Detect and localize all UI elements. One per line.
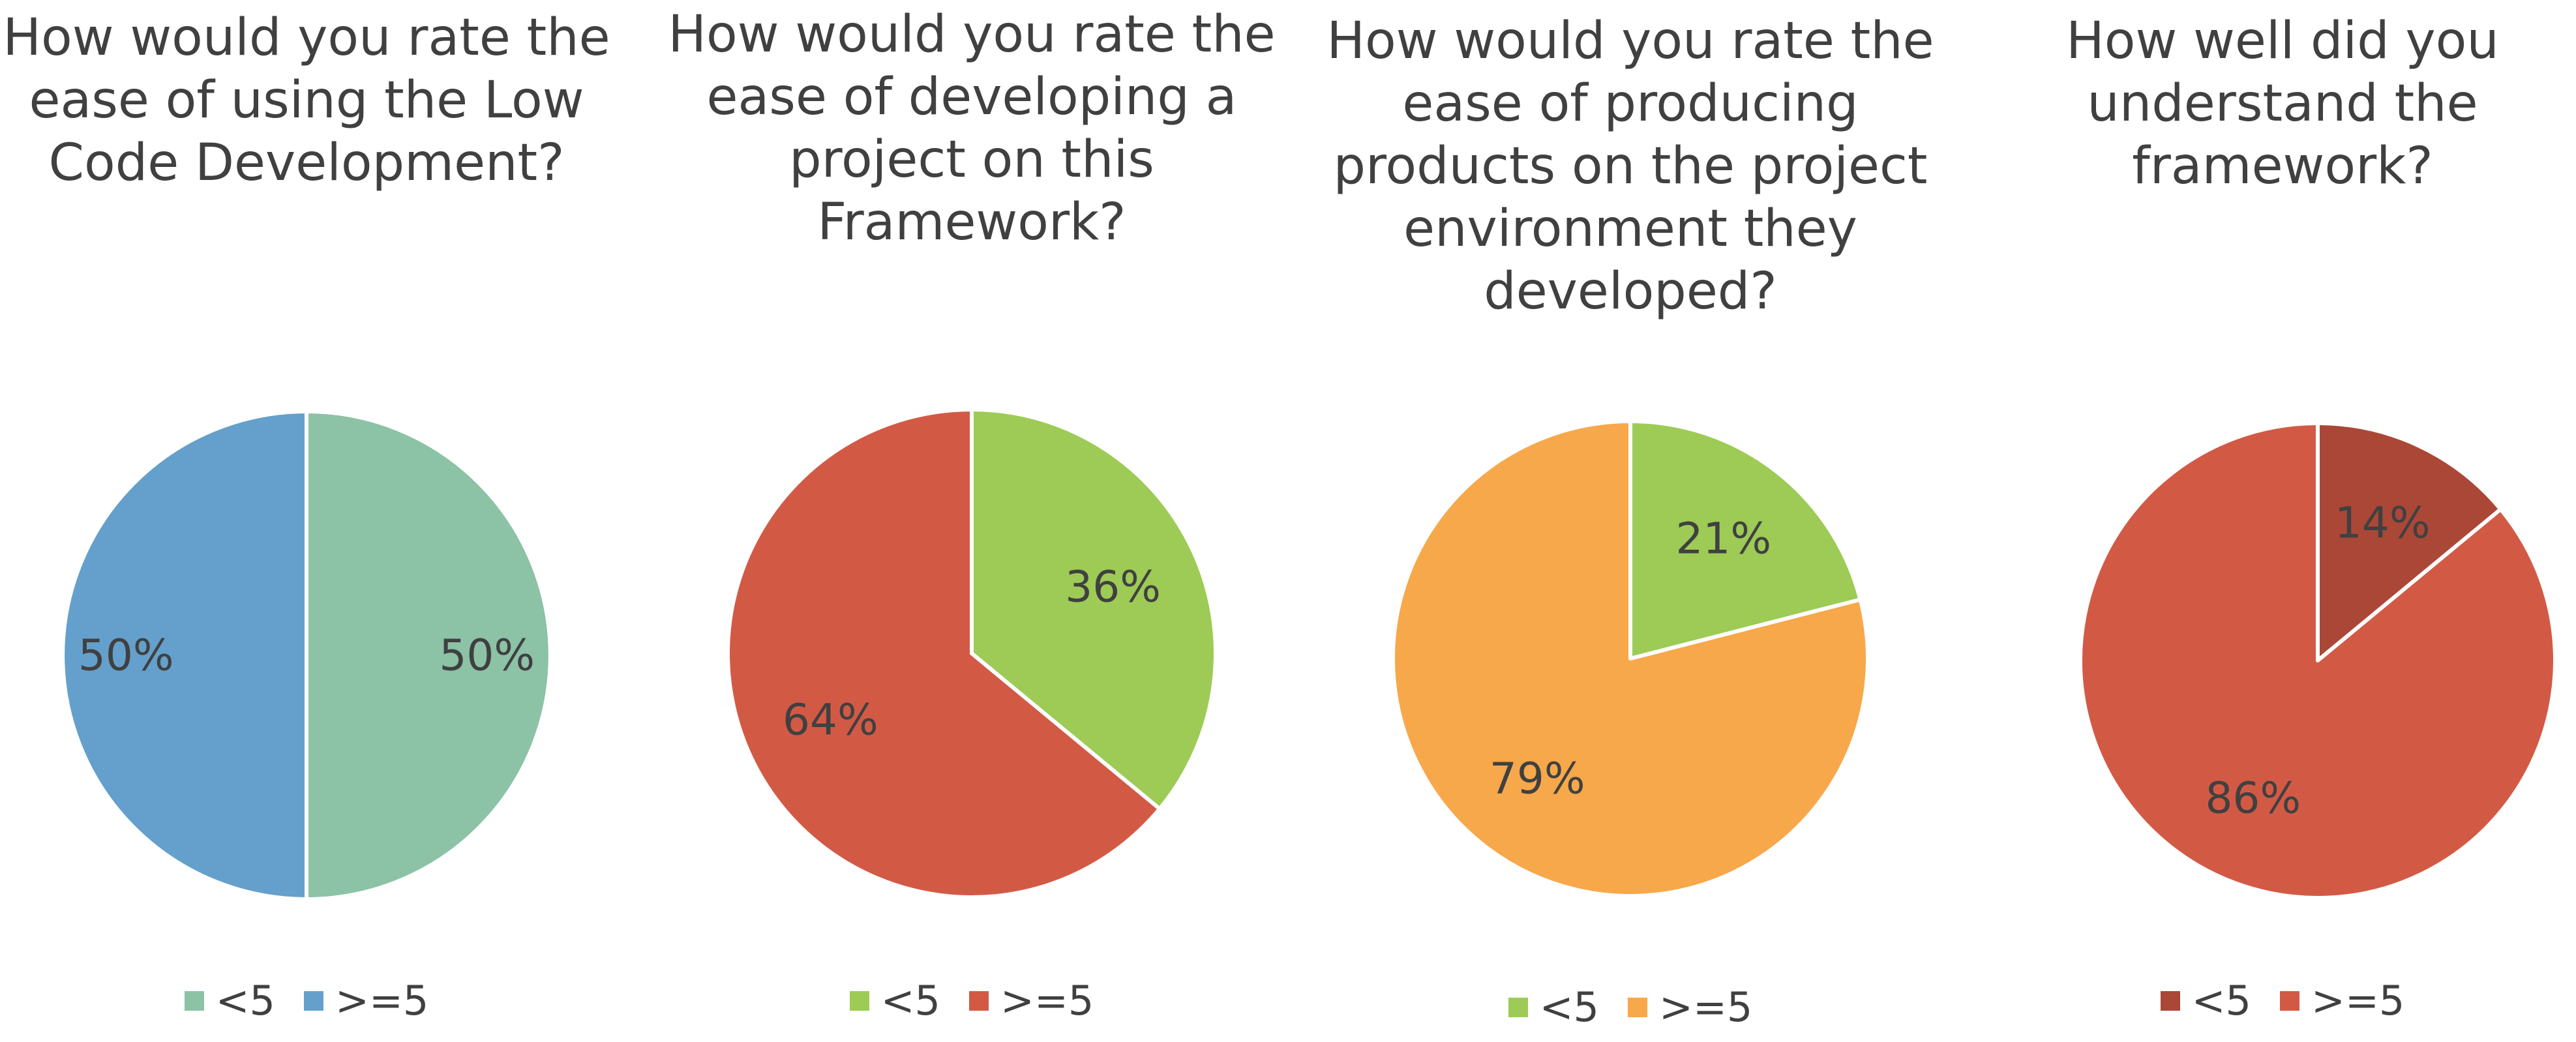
- chart-title-line: Framework?: [817, 193, 1126, 252]
- chart-title-line: products on the project: [1333, 137, 1928, 196]
- data-label: 64%: [783, 694, 878, 745]
- chart-title: How would you rate the ease of using the…: [0, 7, 613, 194]
- legend-entry: >=5: [1628, 985, 1752, 1030]
- data-label: 14%: [2335, 498, 2431, 548]
- chart-title-line: ease of developing a: [706, 68, 1237, 127]
- pie-slice-lt5: [1628, 419, 1863, 661]
- legend-swatch: [1508, 998, 1528, 1017]
- chart-title-line: How would you rate the: [1326, 12, 1934, 70]
- chart-title-line: framework?: [2132, 137, 2433, 196]
- pie-chart: 36% 64%: [726, 408, 1218, 899]
- legend-entry: >=5: [304, 978, 428, 1024]
- legend-entry: <5: [1508, 985, 1599, 1030]
- chart-title-line: Code Development?: [48, 134, 565, 192]
- chart-legend: <5 >=5: [1317, 985, 1943, 1030]
- data-label: 21%: [1675, 513, 1771, 563]
- data-label: 36%: [1065, 562, 1161, 612]
- legend-swatch: [969, 991, 989, 1011]
- legend-swatch: [2280, 991, 2300, 1011]
- legend-entry: >=5: [2280, 978, 2404, 1024]
- pie-chart: 21% 79%: [1390, 419, 1870, 898]
- pie-slice-gte5: [726, 408, 1162, 899]
- chart-title-line: How well did you: [2066, 12, 2499, 70]
- chart-title-line: developed?: [1484, 262, 1777, 321]
- data-label: 79%: [1490, 754, 1585, 804]
- pie-slice-gte5: [2078, 421, 2557, 900]
- legend-swatch: [849, 991, 869, 1011]
- legend-entry: <5: [849, 977, 941, 1024]
- legend-label: <5: [2191, 977, 2252, 1024]
- pie-chart: 50% 50%: [61, 409, 552, 901]
- chart-panel-3: How would you rate the ease of producing…: [1317, 0, 1943, 1042]
- chart-title-line: ease of producing: [1402, 74, 1859, 133]
- chart-title: How well did you understand the framewor…: [1996, 10, 2569, 198]
- legend-label: <5: [1539, 983, 1600, 1031]
- legend-swatch: [184, 991, 204, 1011]
- legend-entry: <5: [184, 977, 276, 1024]
- chart-title-line: understand the: [2087, 74, 2478, 133]
- legend-swatch: [2160, 991, 2180, 1011]
- pie-slice-lt5: [2316, 421, 2503, 662]
- legend-entry: <5: [2160, 977, 2252, 1024]
- chart-title: How would you rate the ease of producing…: [1317, 10, 1943, 323]
- legend-label: >=5: [1000, 977, 1094, 1024]
- chart-legend: <5 >=5: [659, 978, 1285, 1024]
- chart-title-line: How would you rate the: [668, 5, 1276, 64]
- data-label: 50%: [78, 631, 174, 681]
- legend-label: <5: [880, 977, 941, 1024]
- legend-label: <5: [215, 977, 276, 1024]
- legend-label: >=5: [1659, 983, 1753, 1031]
- chart-title-line: environment they: [1403, 200, 1857, 258]
- chart-panel-4: How well did you understand the framewor…: [1996, 0, 2569, 1042]
- pie-chart: 14% 86%: [2078, 421, 2557, 900]
- legend-entry: >=5: [969, 978, 1094, 1024]
- data-label: 50%: [439, 631, 535, 681]
- pie-slice-lt5: [305, 409, 552, 901]
- pie-slice-lt5: [970, 408, 1218, 811]
- pie-slice-gte5: [61, 409, 308, 901]
- chart-title-line: How would you rate the: [3, 8, 610, 67]
- chart-title-line: ease of using the Low: [29, 71, 584, 130]
- pie-slice-gte5: [1390, 419, 1870, 898]
- legend-swatch: [1628, 998, 1648, 1017]
- chart-panel-2: How would you rate the ease of developin…: [659, 0, 1285, 1042]
- legend-label: >=5: [2311, 977, 2405, 1024]
- legend-label: >=5: [335, 977, 429, 1024]
- chart-legend: <5 >=5: [1996, 978, 2569, 1024]
- data-label: 86%: [2205, 773, 2301, 823]
- legend-swatch: [304, 991, 324, 1011]
- chart-title: How would you rate the ease of developin…: [659, 3, 1285, 254]
- chart-title-line: project on this: [789, 130, 1154, 189]
- chart-panel-1: How would you rate the ease of using the…: [0, 0, 613, 1042]
- chart-legend: <5 >=5: [0, 978, 613, 1024]
